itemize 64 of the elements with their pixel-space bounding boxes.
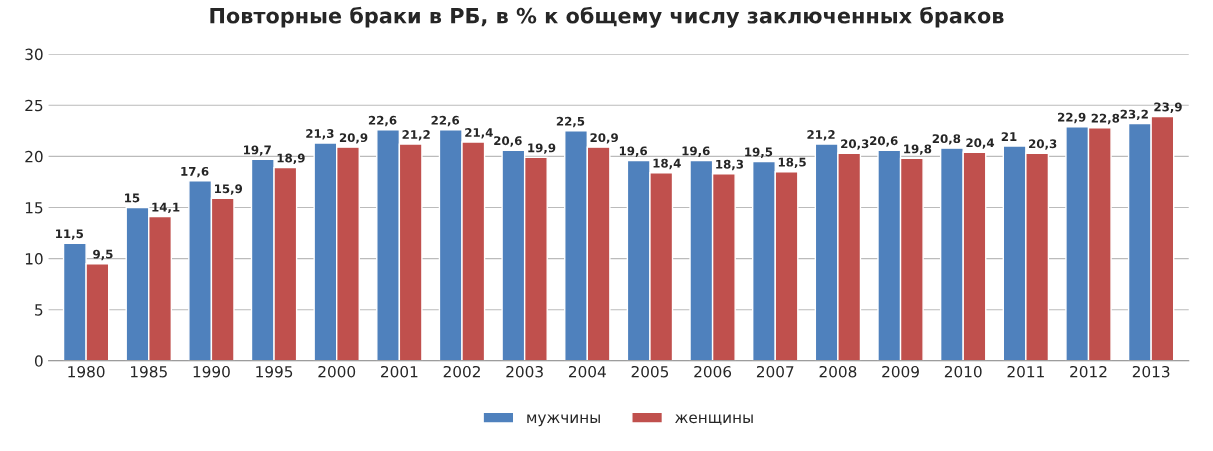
y-tick-label: 30 — [25, 48, 43, 61]
data-label: 19,8 — [904, 144, 932, 155]
x-tick-label: 1990 — [193, 365, 230, 378]
x-tick-label: 2012 — [1070, 365, 1107, 378]
legend-label: мужчины — [527, 414, 600, 427]
data-label: 19,7 — [243, 145, 271, 156]
y-tick-label: 5 — [35, 304, 43, 316]
data-label: 20,3 — [841, 139, 869, 150]
y-tick-label: 25 — [25, 99, 43, 112]
data-label: 20,6 — [494, 136, 522, 147]
y-tick-label: 10 — [25, 253, 43, 265]
y-tick-label: 15 — [25, 202, 43, 214]
data-label: 20,9 — [590, 133, 618, 144]
data-label: 22,6 — [431, 115, 460, 127]
data-label: 21,4 — [465, 128, 493, 139]
x-tick-label: 2003 — [506, 365, 543, 378]
data-label: 21,2 — [807, 130, 835, 141]
data-label: 15 — [125, 193, 140, 203]
data-label: 23,9 — [1154, 102, 1182, 113]
x-tick-label: 2000 — [318, 365, 356, 378]
data-label: 22,9 — [1058, 112, 1086, 124]
data-label: 18,3 — [716, 159, 744, 171]
data-label: 22,6 — [368, 115, 397, 127]
data-label: 20,8 — [932, 134, 961, 145]
x-tick-label: 2010 — [944, 365, 982, 378]
x-tick-label: 2013 — [1132, 365, 1170, 378]
data-label: 17,6 — [181, 166, 209, 178]
x-tick-label: 2001 — [381, 365, 418, 378]
data-label: 20,9 — [339, 133, 368, 144]
x-tick-label: 2006 — [694, 365, 732, 378]
data-label: 15,9 — [215, 184, 243, 195]
data-label: 9,5 — [93, 249, 113, 261]
data-label: 19,5 — [745, 147, 773, 158]
data-label: 18,4 — [653, 158, 681, 170]
x-tick-label: 2009 — [882, 365, 919, 378]
x-tick-label: 2008 — [819, 365, 857, 378]
x-tick-label: 1980 — [68, 365, 105, 378]
legend-label: женщины — [675, 414, 753, 426]
x-tick-label: 2007 — [756, 365, 794, 378]
data-label: 23,2 — [1120, 109, 1148, 121]
data-label: 20,4 — [966, 138, 995, 149]
data-label: 20,6 — [870, 136, 898, 147]
x-tick-label: 1985 — [131, 365, 167, 378]
x-tick-label: 2002 — [443, 365, 480, 378]
data-label: 21,2 — [402, 130, 430, 141]
data-label: 19,6 — [682, 146, 710, 157]
data-label: 19,9 — [528, 143, 556, 154]
data-label: 21 — [1001, 132, 1017, 141]
x-tick-label: 2004 — [568, 365, 606, 378]
data-label: 18,5 — [778, 157, 806, 169]
data-label: 22,8 — [1091, 113, 1120, 125]
y-tick-label: 20 — [25, 150, 43, 163]
data-label: 14,1 — [152, 202, 180, 214]
x-tick-label: 1995 — [256, 365, 293, 378]
y-tick-label: 0 — [34, 355, 43, 367]
data-label: 20,3 — [1029, 139, 1057, 150]
data-label: 18,9 — [277, 153, 305, 165]
chart-title: Повторные браки в РБ, в % к общему числу заключенных браков — [210, 6, 1004, 28]
data-label: 11,5 — [56, 229, 84, 240]
data-label: 21,3 — [306, 129, 334, 140]
data-label: 22,5 — [556, 116, 585, 128]
data-label: 19,6 — [619, 146, 648, 157]
x-tick-label: 2005 — [631, 365, 669, 378]
x-tick-label: 2011 — [1007, 365, 1044, 378]
